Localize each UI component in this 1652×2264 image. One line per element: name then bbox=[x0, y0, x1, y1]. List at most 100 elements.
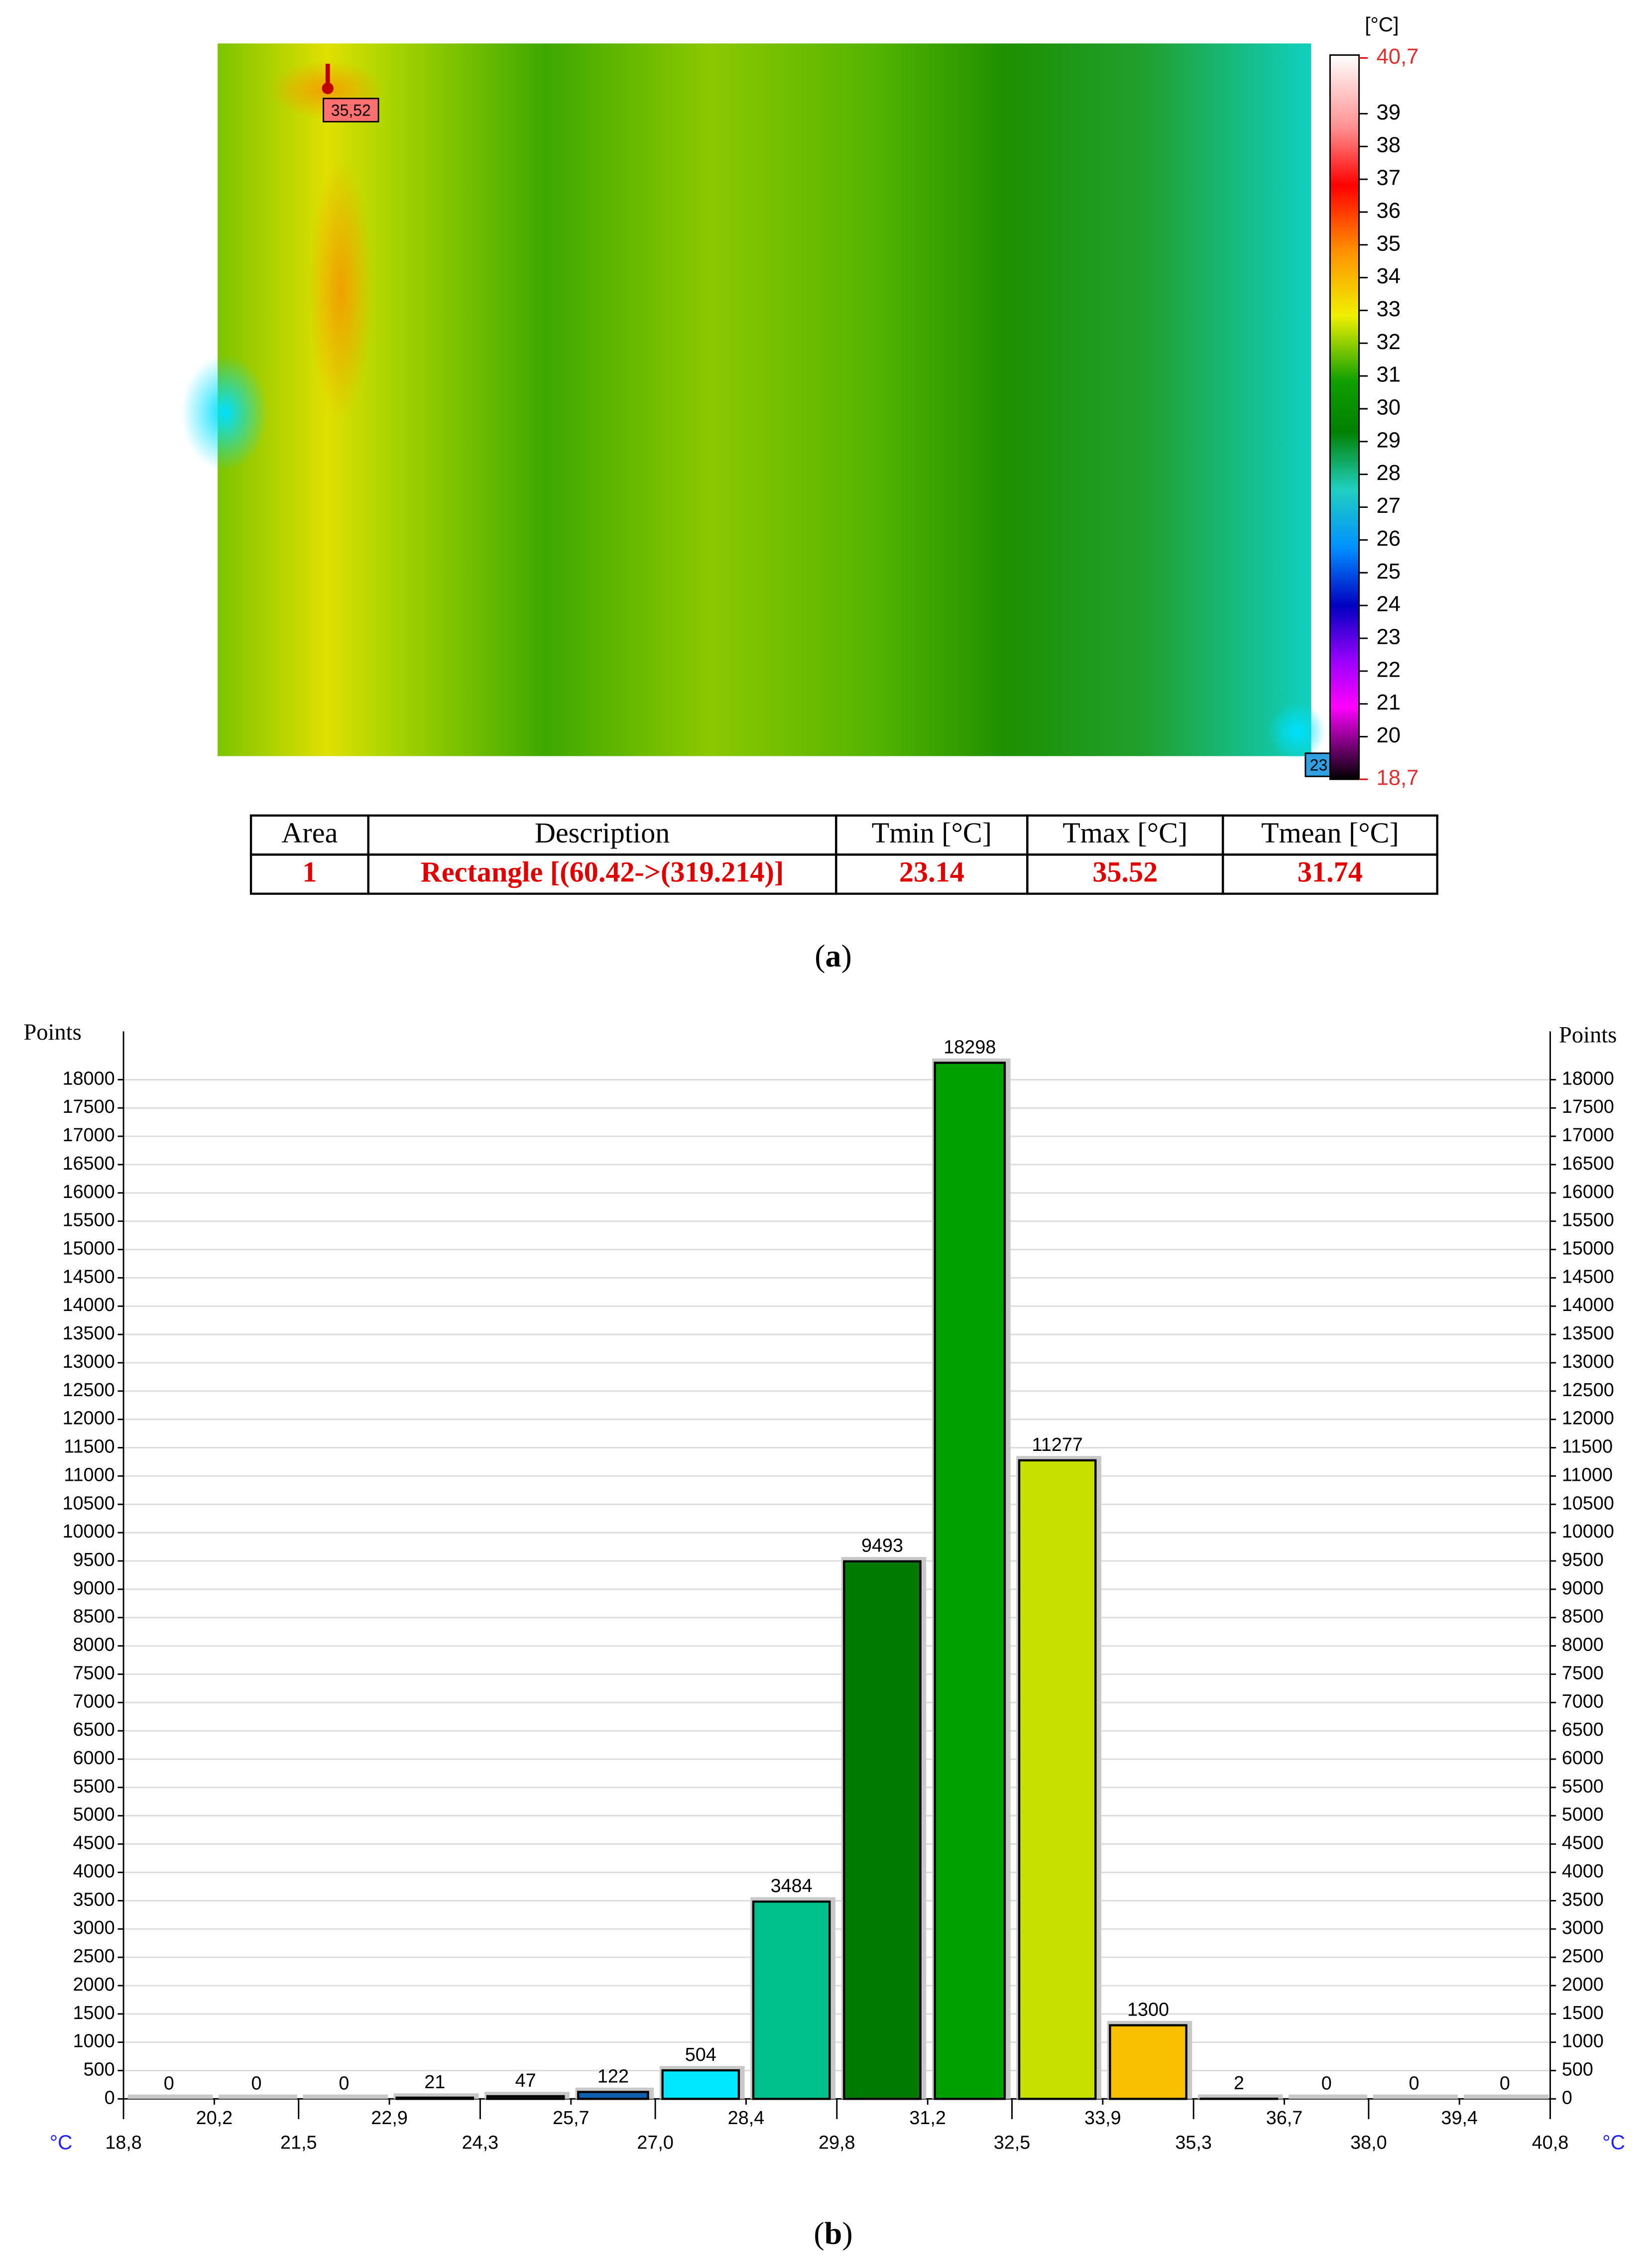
value-label: 2 bbox=[1234, 2073, 1244, 2094]
caption-part: a bbox=[826, 938, 841, 973]
bar-shadow bbox=[1197, 2094, 1283, 2099]
bar-shadow bbox=[1289, 2094, 1367, 2099]
y-tick-label: 12500 bbox=[62, 1380, 115, 1401]
value-label: 0 bbox=[164, 2073, 174, 2094]
x-tick-label: 35,3 bbox=[1175, 2133, 1212, 2153]
value-label: 21 bbox=[424, 2072, 445, 2093]
y-tick-label: 8000 bbox=[73, 1635, 115, 1656]
max-marker-box bbox=[323, 98, 379, 122]
y2-tick-label: 10000 bbox=[1562, 1521, 1614, 1542]
max-marker-label: 35,52 bbox=[331, 101, 371, 119]
value-label: 9493 bbox=[861, 1536, 903, 1556]
y2-tick-label: 12500 bbox=[1562, 1380, 1614, 1401]
min-marker-box bbox=[1304, 752, 1332, 777]
colorbar-tick-label: 38 bbox=[1376, 133, 1401, 157]
y-tick-label: 9500 bbox=[73, 1549, 115, 1570]
y-tick-label: 13500 bbox=[62, 1323, 115, 1344]
table-cell bbox=[1221, 853, 1438, 895]
y2-tick-label: 12000 bbox=[1562, 1408, 1614, 1429]
bar bbox=[395, 2096, 474, 2100]
x-tick-label: 24,3 bbox=[462, 2133, 499, 2153]
y-tick-label: 0 bbox=[105, 2087, 115, 2108]
bar-shadow bbox=[219, 2094, 297, 2099]
x-tick-label: 20,2 bbox=[196, 2108, 233, 2129]
colorbar-tick-label: 25 bbox=[1376, 560, 1401, 584]
y2-tick-label: 13500 bbox=[1562, 1323, 1614, 1344]
bar-shadow bbox=[1463, 2094, 1549, 2099]
y-tick-label: 13000 bbox=[62, 1351, 115, 1372]
colorbar-tick-label: 32 bbox=[1376, 330, 1401, 354]
hot-spot bbox=[309, 159, 373, 420]
table-cell-text: 31.74 bbox=[1298, 855, 1363, 888]
max-marker-icon bbox=[322, 82, 334, 95]
y2-tick-label: 5000 bbox=[1562, 1804, 1604, 1825]
y-tick-label: 12000 bbox=[62, 1408, 115, 1429]
colorbar-tick-label: 36 bbox=[1376, 199, 1401, 223]
y-axis-label: Points bbox=[23, 1020, 81, 1045]
x-tick-label: 22,9 bbox=[371, 2108, 408, 2129]
y2-tick-label: 3000 bbox=[1562, 1917, 1604, 1938]
x-tick-label: 25,7 bbox=[553, 2108, 590, 2129]
y-tick-label: 4000 bbox=[73, 1861, 115, 1882]
x-tick-label: 32,5 bbox=[994, 2133, 1031, 2153]
y2-tick-label: 11000 bbox=[1562, 1464, 1613, 1485]
y-tick-label: 3000 bbox=[73, 1917, 115, 1938]
value-label: 18298 bbox=[944, 1037, 996, 1058]
thermal-image: 35,52 23 [°C] 40,7 39 38 37 36 35 34 33 32 31 30 29… bbox=[181, 13, 1418, 790]
y2-tick-label: 6500 bbox=[1562, 1719, 1604, 1740]
y-tick-label: 1000 bbox=[73, 2031, 115, 2052]
colorbar-tick-label: 27 bbox=[1376, 494, 1401, 518]
y-tick-label: 5000 bbox=[73, 1804, 115, 1825]
y-tick-label: 11000 bbox=[64, 1464, 115, 1485]
cold-spot bbox=[181, 355, 268, 471]
colorbar-tick-label: 23 bbox=[1376, 625, 1401, 649]
colorbar-tick-label: 30 bbox=[1376, 396, 1401, 420]
colorbar-tick-label: 21 bbox=[1376, 691, 1401, 715]
colorbar-unit: [°C] bbox=[1365, 13, 1399, 36]
value-label: 122 bbox=[597, 2066, 629, 2087]
value-label: 504 bbox=[685, 2044, 716, 2065]
y2-tick-label: 14500 bbox=[1562, 1266, 1614, 1287]
y2-tick-label: 14000 bbox=[1562, 1295, 1614, 1315]
table-cell-text: Rectangle [(60.42->(319.214)] bbox=[421, 855, 784, 888]
value-label: 0 bbox=[251, 2073, 262, 2094]
x-tick-label: 18,8 bbox=[105, 2133, 142, 2153]
colorbar-tick-label: 40,7 bbox=[1376, 45, 1418, 69]
bar bbox=[1109, 2024, 1187, 2100]
colorbar-tick-label: 18,7 bbox=[1376, 766, 1418, 790]
bar bbox=[661, 2069, 740, 2100]
colorbar-tick-label: 28 bbox=[1376, 461, 1401, 485]
y2-tick-label: 7000 bbox=[1562, 1691, 1604, 1712]
y-tick-label: 5500 bbox=[73, 1776, 115, 1797]
x-axis-unit: °C bbox=[50, 2131, 73, 2153]
y-tick-label: 6500 bbox=[73, 1719, 115, 1740]
y2-tick-label: 15500 bbox=[1562, 1210, 1614, 1231]
table: Area Description Tmin [°C] Tmax [°C] Tmean [… bbox=[249, 814, 1438, 895]
y2-tick-label: 11500 bbox=[1562, 1436, 1613, 1457]
y2-axis-label: Points bbox=[1559, 1023, 1617, 1048]
y-tick-label: 3500 bbox=[73, 1889, 115, 1910]
table-cell-text: 23.14 bbox=[899, 855, 964, 888]
value-label: 1300 bbox=[1127, 1999, 1169, 2020]
x-tick-label: 29,8 bbox=[819, 2133, 855, 2153]
cold-spot bbox=[1268, 702, 1326, 761]
y-tick-label: 7500 bbox=[73, 1663, 115, 1683]
bar bbox=[934, 1062, 1006, 2100]
bar bbox=[1018, 1459, 1097, 2100]
colorbar-tick-label: 24 bbox=[1376, 593, 1401, 616]
y-tick-label: 4500 bbox=[73, 1833, 115, 1854]
y2-tick-label: 6000 bbox=[1562, 1748, 1604, 1769]
y-tick-label: 8500 bbox=[73, 1606, 115, 1627]
caption-part: ( bbox=[814, 2215, 824, 2251]
y2-tick-label: 8000 bbox=[1562, 1635, 1604, 1656]
y-tick-label: 17000 bbox=[62, 1125, 115, 1146]
table-header: Area bbox=[281, 817, 338, 849]
value-label: 0 bbox=[1500, 2073, 1510, 2094]
x-tick-label: 38,0 bbox=[1350, 2133, 1387, 2153]
colorbar bbox=[1329, 54, 1360, 780]
value-label: 47 bbox=[515, 2070, 536, 2091]
y2-tick-label: 17500 bbox=[1562, 1096, 1614, 1117]
y-tick-label: 9000 bbox=[73, 1578, 115, 1599]
